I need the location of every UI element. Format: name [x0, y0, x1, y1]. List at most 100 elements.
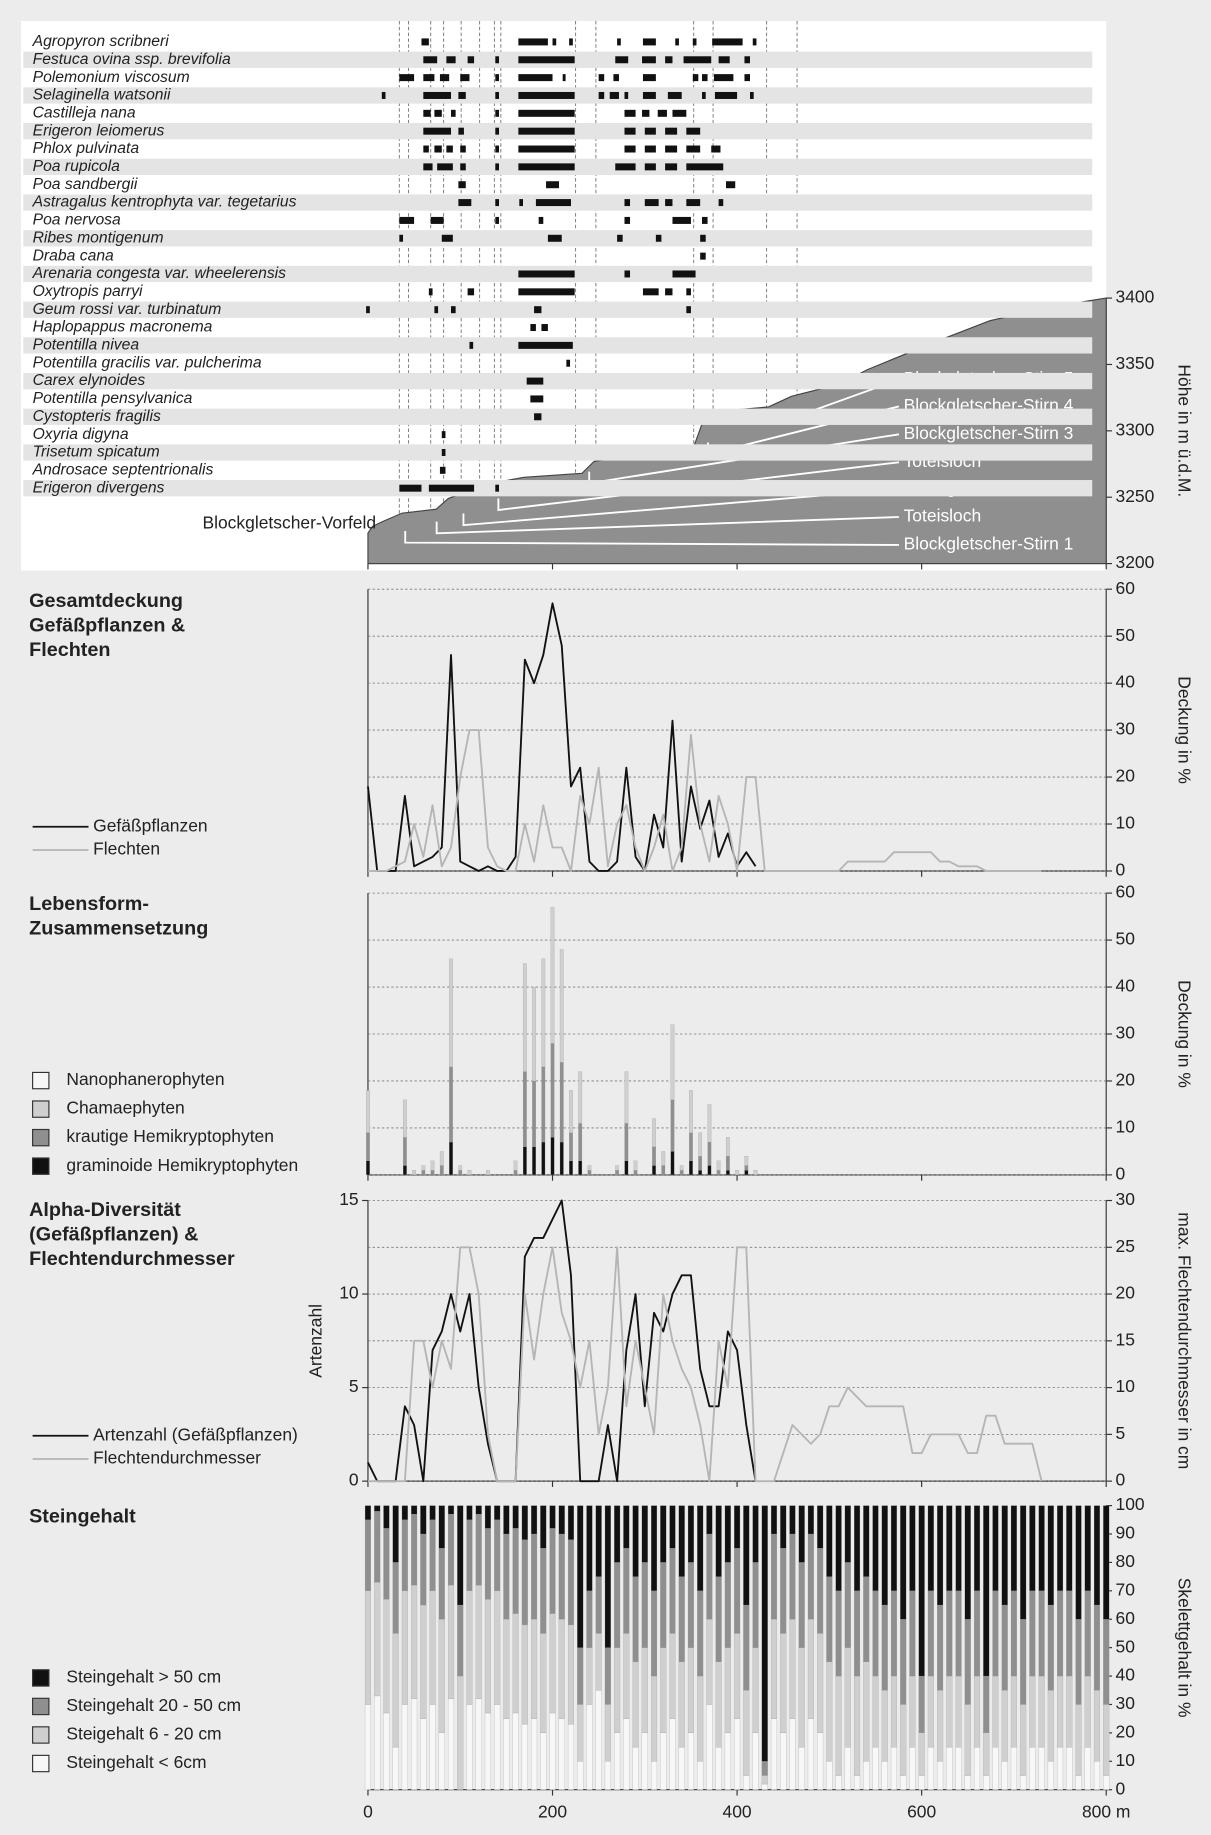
bar-segment	[761, 1775, 768, 1785]
occurrence-mark	[381, 91, 386, 99]
y-tick-label: 100	[1116, 1494, 1145, 1514]
occurrence-mark	[624, 199, 631, 207]
bar-segment	[715, 1661, 722, 1748]
bar-segment	[558, 1619, 565, 1719]
bar-segment	[937, 1761, 944, 1790]
occurrence-mark	[598, 91, 605, 99]
y-tick-label: 10	[1116, 1750, 1136, 1770]
bar-segment	[421, 1165, 426, 1171]
bar-segment	[503, 1718, 510, 1790]
occurrence-mark	[518, 74, 553, 82]
bar-segment	[624, 1071, 629, 1124]
species-name: Arenaria congesta var. wheelerensis	[32, 265, 287, 282]
annotation-line	[462, 488, 900, 527]
data-line	[367, 1246, 1043, 1483]
bar-segment	[707, 1141, 712, 1166]
occurrence-mark	[700, 234, 706, 242]
bar-segment	[955, 1746, 962, 1790]
occurrence-mark	[686, 306, 691, 314]
bar-segment	[569, 1160, 573, 1176]
bar-segment	[826, 1761, 833, 1790]
bar-segment	[420, 1505, 427, 1535]
bar-segment	[770, 1533, 778, 1620]
bar-segment	[826, 1576, 833, 1662]
y-tick-label: 20	[1116, 1283, 1136, 1303]
bar-segment	[992, 1590, 999, 1677]
bar-segment	[678, 1746, 685, 1790]
occurrence-mark	[624, 216, 631, 224]
bar-segment	[670, 1024, 675, 1100]
bar-segment	[1075, 1505, 1082, 1620]
occurrence-mark	[428, 288, 433, 296]
y-tick-label: 90	[1116, 1523, 1136, 1543]
zone-label: Blockgletscher-Vorfeld	[202, 513, 376, 533]
bar-segment	[881, 1505, 888, 1606]
occurrence-mark	[547, 234, 562, 242]
bar-segment	[420, 1604, 427, 1719]
bar-segment	[374, 1582, 381, 1697]
y-tick-label: 0	[1116, 860, 1126, 880]
bar-segment	[641, 1562, 648, 1648]
bar-segment	[697, 1761, 704, 1790]
occurrence-mark	[366, 306, 370, 314]
bar-segment	[374, 1505, 381, 1512]
bar-segment	[752, 1732, 759, 1790]
bar-segment	[918, 1675, 925, 1734]
bar-segment	[725, 1155, 730, 1171]
bar-segment	[890, 1505, 897, 1591]
occurrence-mark	[399, 216, 415, 224]
bar-segment	[909, 1675, 916, 1748]
legend-label: Gefäßpflanzen	[93, 815, 207, 835]
occurrence-mark	[672, 270, 696, 278]
occurrence-mark	[446, 145, 453, 153]
bar-segment	[1066, 1590, 1073, 1677]
bar-segment	[541, 1141, 546, 1176]
bar-segment	[632, 1746, 639, 1790]
bar-segment	[835, 1590, 842, 1677]
bar-segment	[650, 1761, 658, 1790]
bar-segment	[992, 1746, 999, 1790]
species-name: Trisetum spicatum	[33, 444, 160, 461]
bar-segment	[532, 1146, 536, 1176]
bar-segment	[937, 1604, 944, 1691]
occurrence-mark	[423, 74, 435, 82]
occurrence-mark	[702, 91, 706, 99]
bar-segment	[780, 1548, 787, 1634]
y-tick-label: 25	[1116, 1236, 1135, 1256]
y-tick-label: 40	[1116, 672, 1136, 692]
bar-segment	[447, 1505, 455, 1515]
y-tick-label: 50	[1116, 929, 1136, 949]
bar-segment	[521, 1624, 528, 1725]
occurrence-mark	[644, 199, 659, 207]
species-name: Androsace septentrionalis	[32, 461, 214, 478]
bar-segment	[430, 1170, 435, 1176]
bar-segment	[624, 1160, 629, 1176]
bar-segment	[531, 1505, 538, 1535]
occurrence-mark	[686, 199, 701, 207]
bar-segment	[670, 1151, 675, 1176]
bar-segment	[624, 1123, 629, 1161]
bar-segment	[1029, 1505, 1036, 1591]
species-name: Selaginella watsonii	[33, 87, 171, 104]
bar-segment	[457, 1505, 464, 1606]
occurrence-mark	[615, 56, 629, 64]
occurrence-mark	[518, 145, 575, 153]
bar-segment	[366, 1132, 370, 1161]
bar-segment	[946, 1746, 953, 1790]
annotation-label: Blockgletscher-Stirn 3	[904, 423, 1074, 443]
occurrence-mark	[518, 341, 573, 349]
bar-segment	[449, 1141, 453, 1176]
occurrence-mark	[686, 288, 691, 296]
species-name: Poa sandbergii	[33, 176, 138, 193]
bar-segment	[623, 1718, 630, 1790]
y-tick-label: 60	[1116, 882, 1136, 902]
occurrence-mark	[434, 109, 442, 117]
occurrence-mark	[423, 109, 431, 117]
bar-segment	[503, 1619, 510, 1719]
bar-segment	[1001, 1761, 1008, 1790]
bar-segment	[540, 1732, 547, 1790]
bar-segment	[660, 1732, 667, 1790]
bar-segment	[780, 1633, 787, 1734]
occurrence-mark	[642, 74, 656, 82]
occurrence-mark	[538, 216, 544, 224]
